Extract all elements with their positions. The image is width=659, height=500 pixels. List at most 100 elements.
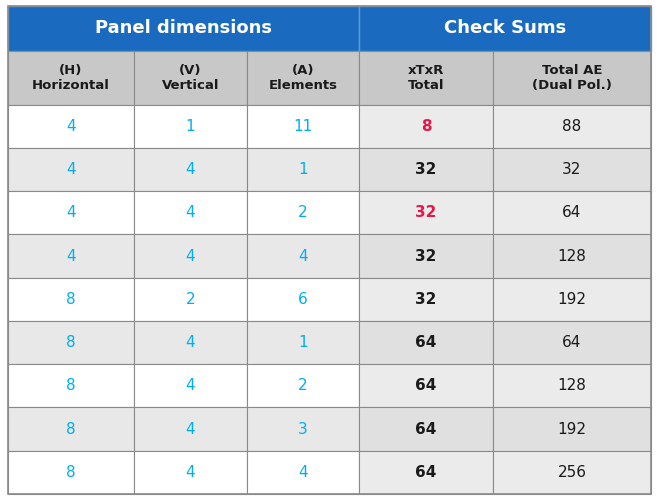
- Text: 8: 8: [66, 335, 76, 350]
- Text: 2: 2: [298, 205, 308, 220]
- Bar: [359, 321, 493, 364]
- Bar: [8, 364, 134, 408]
- Bar: [134, 234, 246, 278]
- Text: 8: 8: [66, 465, 76, 480]
- Text: 11: 11: [293, 118, 312, 134]
- Text: 4: 4: [298, 248, 308, 264]
- Bar: [246, 148, 359, 191]
- Bar: [493, 408, 651, 451]
- Text: Check Sums: Check Sums: [444, 20, 566, 38]
- Bar: [246, 191, 359, 234]
- Text: 4: 4: [298, 465, 308, 480]
- Bar: [8, 6, 359, 51]
- Text: 4: 4: [185, 378, 195, 394]
- Text: 4: 4: [66, 205, 76, 220]
- Bar: [8, 104, 134, 148]
- Bar: [8, 51, 134, 104]
- Bar: [246, 278, 359, 321]
- Text: 192: 192: [558, 422, 587, 436]
- Text: 4: 4: [185, 465, 195, 480]
- Text: 4: 4: [66, 162, 76, 177]
- Bar: [359, 234, 493, 278]
- Bar: [246, 234, 359, 278]
- Text: (H)
Horizontal: (H) Horizontal: [32, 64, 110, 92]
- Bar: [134, 51, 246, 104]
- Text: 4: 4: [66, 118, 76, 134]
- Text: 8: 8: [66, 378, 76, 394]
- Text: 256: 256: [558, 465, 587, 480]
- Bar: [246, 450, 359, 494]
- Bar: [493, 278, 651, 321]
- Bar: [246, 51, 359, 104]
- Text: 4: 4: [185, 162, 195, 177]
- Bar: [134, 408, 246, 451]
- Bar: [493, 234, 651, 278]
- Text: 192: 192: [558, 292, 587, 307]
- Bar: [134, 191, 246, 234]
- Bar: [134, 278, 246, 321]
- Text: 64: 64: [562, 335, 582, 350]
- Text: 64: 64: [415, 465, 437, 480]
- Bar: [359, 450, 493, 494]
- Bar: [493, 51, 651, 104]
- Bar: [493, 364, 651, 408]
- Text: 64: 64: [562, 205, 582, 220]
- Bar: [8, 234, 134, 278]
- Bar: [8, 408, 134, 451]
- Bar: [493, 321, 651, 364]
- Text: 6: 6: [298, 292, 308, 307]
- Text: 8: 8: [420, 118, 431, 134]
- Bar: [8, 450, 134, 494]
- Text: 8: 8: [66, 292, 76, 307]
- Bar: [359, 51, 493, 104]
- Bar: [8, 321, 134, 364]
- Bar: [8, 278, 134, 321]
- Text: 1: 1: [298, 162, 308, 177]
- Bar: [493, 191, 651, 234]
- Bar: [134, 321, 246, 364]
- Bar: [246, 321, 359, 364]
- Bar: [493, 450, 651, 494]
- Text: 8: 8: [66, 422, 76, 436]
- Text: 88: 88: [562, 118, 582, 134]
- Text: Panel dimensions: Panel dimensions: [95, 20, 272, 38]
- Bar: [8, 191, 134, 234]
- Bar: [134, 364, 246, 408]
- Text: 4: 4: [66, 248, 76, 264]
- Bar: [359, 148, 493, 191]
- Text: (V)
Vertical: (V) Vertical: [161, 64, 219, 92]
- Text: 64: 64: [415, 378, 437, 394]
- Text: 32: 32: [562, 162, 582, 177]
- Bar: [8, 148, 134, 191]
- Text: 128: 128: [558, 378, 587, 394]
- Bar: [134, 148, 246, 191]
- Bar: [359, 278, 493, 321]
- Text: 32: 32: [415, 205, 437, 220]
- Bar: [359, 408, 493, 451]
- Bar: [359, 364, 493, 408]
- Text: 64: 64: [415, 422, 437, 436]
- Text: 1: 1: [298, 335, 308, 350]
- Bar: [134, 450, 246, 494]
- Text: 64: 64: [415, 335, 437, 350]
- Text: 4: 4: [185, 205, 195, 220]
- Bar: [246, 364, 359, 408]
- Text: 32: 32: [415, 162, 437, 177]
- Bar: [359, 104, 493, 148]
- Text: 4: 4: [185, 422, 195, 436]
- Text: 3: 3: [298, 422, 308, 436]
- Bar: [246, 104, 359, 148]
- Text: 2: 2: [298, 378, 308, 394]
- Text: xTxR
Total: xTxR Total: [408, 64, 444, 92]
- Text: 4: 4: [185, 248, 195, 264]
- Text: 4: 4: [185, 335, 195, 350]
- Bar: [493, 148, 651, 191]
- Bar: [359, 191, 493, 234]
- Text: (A)
Elements: (A) Elements: [268, 64, 337, 92]
- Text: 32: 32: [415, 292, 437, 307]
- Bar: [493, 104, 651, 148]
- Bar: [246, 408, 359, 451]
- Bar: [359, 6, 651, 51]
- Text: 128: 128: [558, 248, 587, 264]
- Text: 32: 32: [415, 248, 437, 264]
